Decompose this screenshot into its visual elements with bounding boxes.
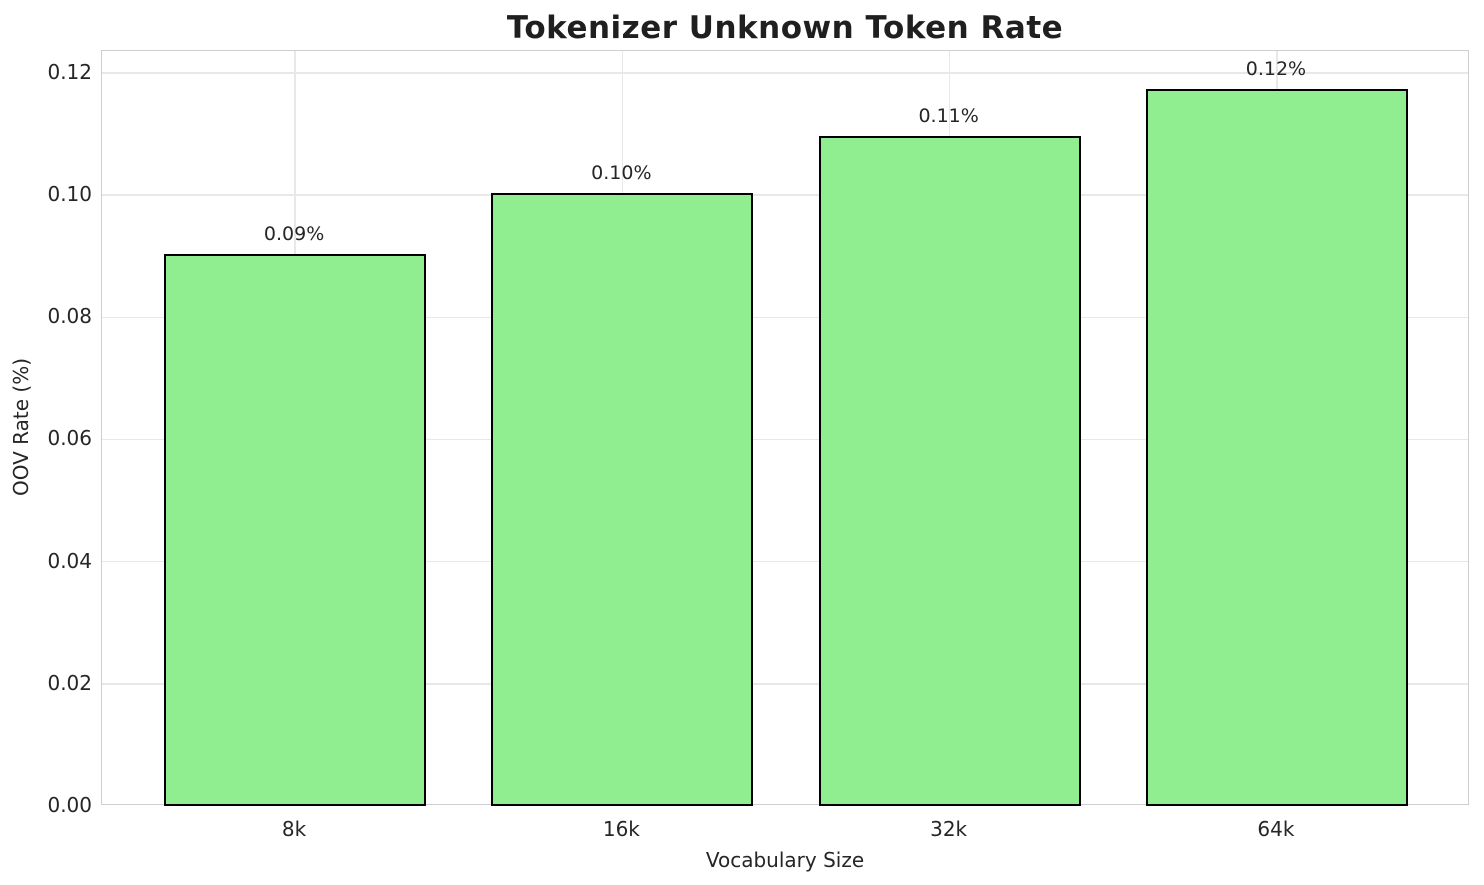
y-tick-label: 0.08: [47, 304, 92, 329]
bar-8k: [164, 253, 426, 806]
y-gridline: [102, 683, 1468, 685]
y-tick-label: 0.12: [47, 59, 92, 84]
bar-16k: [491, 192, 754, 806]
plot-area: [101, 50, 1469, 806]
y-tick-label: 0.04: [47, 548, 92, 573]
x-tick-label: 16k: [602, 817, 640, 841]
bar-64k: [1146, 88, 1408, 806]
bar-value-label: 0.12%: [1245, 57, 1307, 80]
bar-value-label: 0.10%: [591, 161, 652, 184]
y-tick-label: 0.10: [47, 182, 92, 207]
y-tick-label: 0.02: [47, 670, 92, 695]
x-tick-label: 32k: [930, 817, 968, 841]
y-gridline: [102, 438, 1468, 441]
y-axis-label: OOV Rate (%): [9, 358, 33, 496]
x-axis-label: Vocabulary Size: [705, 848, 865, 872]
chart-title: Tokenizer Unknown Token Rate: [506, 10, 1064, 46]
bar-value-label: 0.09%: [263, 222, 325, 245]
y-gridline: [102, 72, 1468, 74]
y-gridline: [102, 560, 1468, 563]
y-tick-label: 0.06: [47, 426, 92, 451]
y-gridline: [102, 316, 1468, 319]
x-tick-label: 64k: [1257, 817, 1295, 841]
bar-32k: [818, 135, 1081, 806]
bar-value-label: 0.11%: [918, 104, 979, 127]
x-tick-label: 8k: [281, 817, 307, 841]
y-tick-label: 0.00: [47, 793, 92, 817]
y-gridline: [102, 194, 1468, 196]
